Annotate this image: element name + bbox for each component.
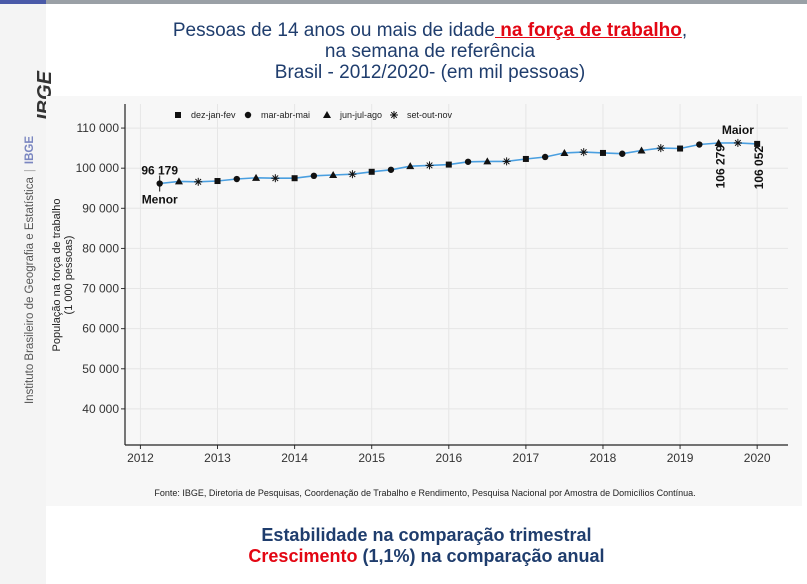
data-point-circle [696,141,703,148]
chart-title: Pessoas de 14 anos ou mais de idade na f… [100,20,760,83]
data-point-asterisk [271,174,280,183]
data-point-triangle [329,171,338,179]
data-point-square [522,155,529,162]
annotation-maior: Maior [722,123,754,137]
data-point-circle [310,172,318,180]
data-point-circle [619,150,626,157]
data-point-triangle [406,162,415,170]
top-rule [0,0,807,4]
x-tick-label: 2019 [667,451,694,465]
footer-growth: Crescimento [248,546,358,566]
data-point-asterisk [348,170,357,179]
x-tick-label: 2015 [358,451,385,465]
x-tick-label: 2018 [590,451,617,465]
y-tick-label: 40 000 [82,402,119,416]
data-point-circle [464,158,472,165]
data-point-asterisk [733,138,742,147]
y-tick-label: 90 000 [82,201,119,215]
footer-line2: Crescimento (1,1%) na comparação anual [46,546,807,567]
legend-marker-asterisk [390,111,398,119]
y-tick-label: 50 000 [82,362,119,376]
source-note: Fonte: IBGE, Diretoria de Pesquisas, Coo… [154,488,696,498]
y-tick-label: 70 000 [82,282,119,296]
chart-panel [46,96,802,506]
title-line3: Brasil - 2012/2020- (em mil pessoas) [274,62,586,83]
legend-label: mar-abr-mai [261,110,310,120]
footer-line1: Estabilidade na comparação trimestral [261,525,592,545]
data-point-triangle [174,177,183,185]
y-tick-label: 60 000 [82,322,119,336]
brand-sidebar: IBGE Instituto Brasileiro de Geografia e… [0,4,56,584]
x-tick-label: 2014 [281,451,308,465]
data-point-square [677,145,684,152]
data-point-square [754,140,761,147]
data-point-triangle [560,148,569,156]
data-point-asterisk [502,157,511,166]
top-rule-accent [0,0,46,4]
data-point-asterisk [579,148,588,157]
legend-marker-square [175,112,181,118]
data-point-square [368,168,375,175]
data-point-triangle [252,173,261,181]
legend-label: set-out-nov [407,110,453,120]
x-tick-label: 2012 [127,451,154,465]
data-point-square [599,149,606,156]
title-highlight: na força de trabalho [495,20,682,41]
y-tick-label: 80 000 [82,241,119,255]
annotation-menor: Menor [142,193,178,207]
data-point-circle [541,153,549,161]
y-tick-label: 110 000 [77,121,120,135]
x-tick-label: 2017 [513,451,540,465]
data-point-triangle [714,138,723,146]
title-line1: Pessoas de 14 anos ou mais de idade [172,20,495,41]
annotation-min-value: 96 179 [141,164,178,178]
y-tick-label: 100 000 [76,161,120,175]
annotation-value-vertical: 106 052 [752,146,766,190]
x-tick-label: 2013 [204,451,231,465]
data-point-asterisk [425,161,434,170]
legend-label: jun-jul-ago [339,110,382,120]
x-tick-label: 2020 [744,451,771,465]
title-line2: na semana de referência [324,41,536,62]
annotation-value-vertical: 106 279 [714,145,728,189]
data-point-square [445,161,452,168]
data-point-square [214,178,221,185]
title-line1-end: , [681,20,688,41]
data-point-circle [233,175,240,183]
series-line [159,142,758,185]
data-point-circle [387,166,395,173]
legend-marker-circle [244,111,252,119]
data-point-asterisk [194,177,203,186]
legend-label: dez-jan-fev [191,110,236,120]
legend-marker-triangle [323,111,331,118]
x-tick-label: 2016 [435,451,462,465]
y-axis-unit: (1 000 pessoas) [63,236,75,315]
data-point-triangle [637,146,646,154]
data-point-asterisk [656,144,665,153]
footer-growth-rest: (1,1%) na comparação anual [357,546,605,566]
y-axis-label: População na força de trabalho [51,199,63,352]
data-point-triangle [483,157,492,165]
data-point-square [291,175,298,182]
